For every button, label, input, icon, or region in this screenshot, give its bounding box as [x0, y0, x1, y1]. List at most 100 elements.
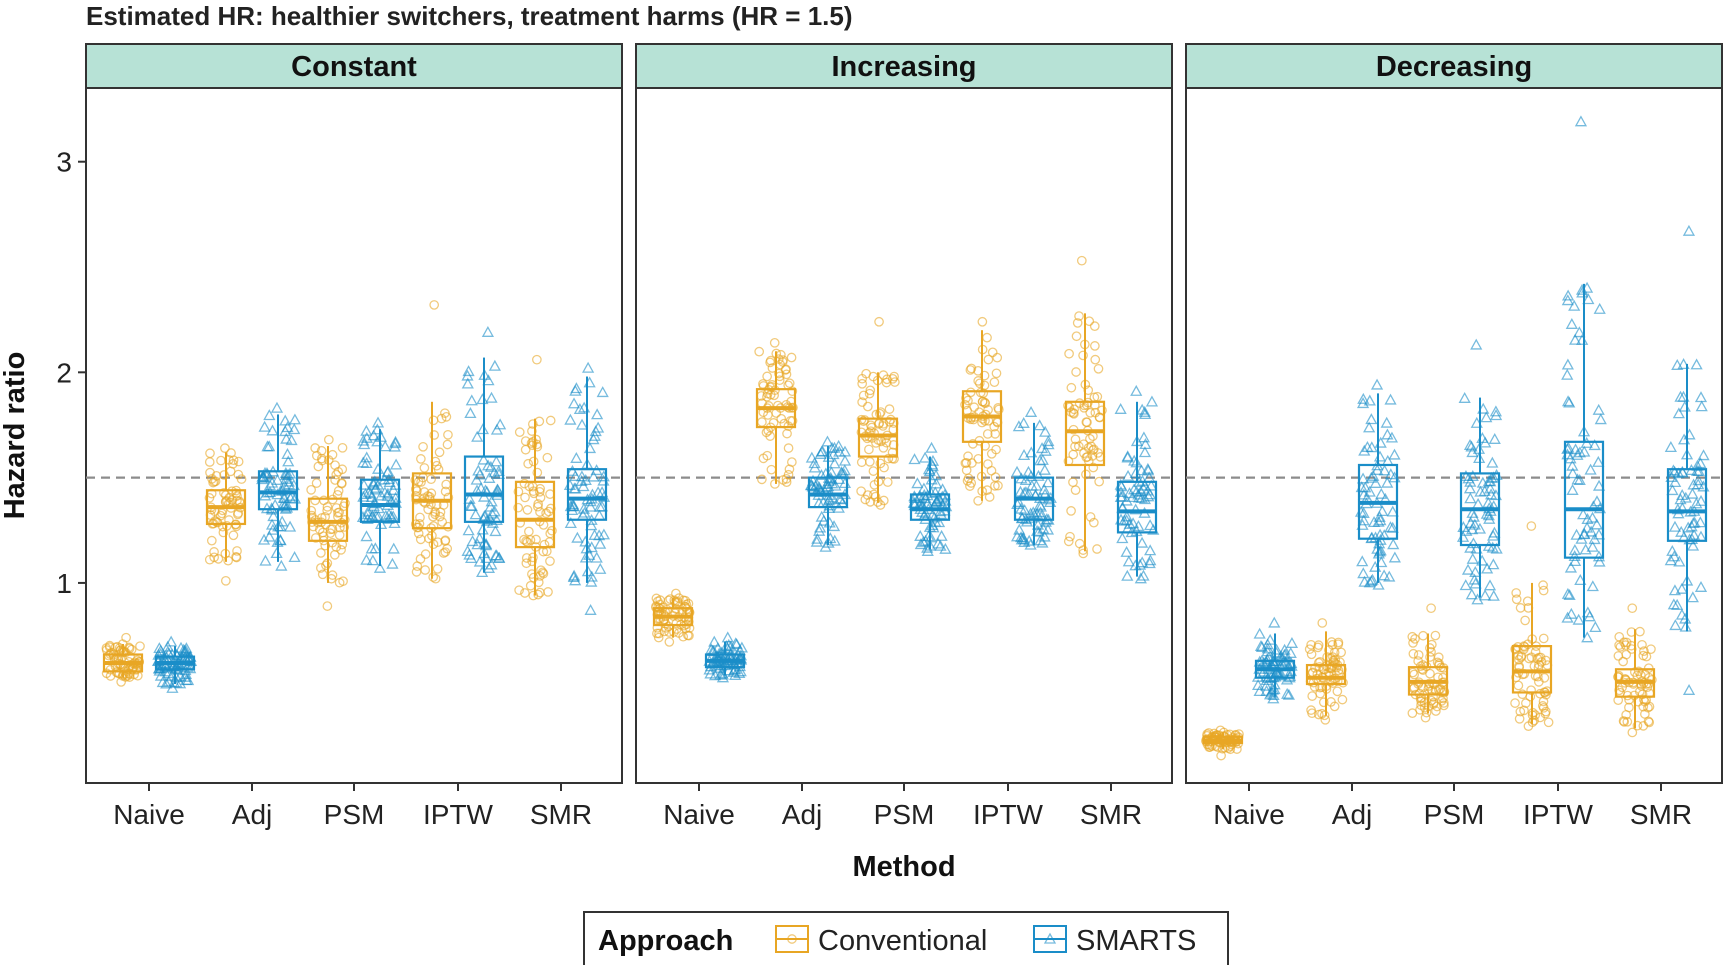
box-smarts-adj — [1354, 378, 1401, 590]
data-point — [882, 477, 893, 487]
data-point — [263, 479, 277, 491]
data-point — [1673, 555, 1686, 567]
data-point — [389, 435, 402, 447]
data-point — [1143, 557, 1156, 569]
data-point — [1466, 506, 1479, 518]
data-point — [591, 408, 604, 420]
data-point — [1582, 293, 1595, 305]
data-point — [1577, 508, 1590, 520]
data-point — [857, 378, 868, 389]
data-point — [483, 471, 496, 483]
data-point — [1039, 444, 1052, 456]
data-point — [258, 420, 271, 432]
data-point — [918, 451, 932, 463]
data-point — [1121, 450, 1134, 462]
data-point — [774, 368, 784, 379]
data-point — [914, 529, 927, 541]
data-point — [825, 473, 838, 485]
data-point — [1481, 562, 1494, 574]
data-point — [828, 534, 841, 546]
data-point — [1573, 326, 1586, 338]
data-point — [282, 455, 295, 467]
data-point — [1592, 403, 1605, 415]
data-point — [1561, 395, 1575, 407]
data-point — [671, 588, 681, 599]
data-point — [358, 438, 371, 450]
data-point — [162, 675, 175, 687]
data-point — [219, 487, 229, 498]
data-point — [1386, 521, 1399, 533]
data-point — [1565, 317, 1578, 329]
data-point — [1257, 665, 1270, 677]
data-point — [410, 475, 421, 485]
data-point — [179, 668, 193, 680]
data-point — [963, 451, 973, 462]
data-point — [1694, 516, 1707, 528]
box-smarts-naive — [1251, 616, 1299, 704]
data-point — [543, 587, 553, 597]
data-point — [1511, 594, 1522, 605]
data-point — [571, 531, 584, 543]
data-point — [993, 404, 1004, 415]
data-point — [443, 429, 453, 440]
data-point — [461, 544, 474, 556]
data-point — [464, 407, 477, 419]
data-point — [1593, 302, 1606, 314]
data-point — [489, 525, 502, 537]
data-point — [1682, 224, 1696, 236]
data-point — [1216, 750, 1226, 761]
data-point — [1468, 573, 1481, 585]
data-point — [1042, 438, 1055, 450]
data-point — [160, 677, 173, 689]
data-point — [1139, 438, 1152, 450]
data-point — [1010, 465, 1024, 477]
data-point — [861, 368, 871, 379]
data-point — [1127, 483, 1141, 495]
data-point — [1337, 694, 1348, 705]
data-point — [1580, 521, 1594, 533]
data-point — [281, 468, 295, 480]
data-point — [1039, 425, 1052, 437]
data-point — [1535, 688, 1545, 699]
data-point — [1093, 363, 1104, 374]
data-point — [513, 486, 524, 497]
data-point — [528, 456, 539, 467]
data-point — [1138, 446, 1152, 458]
data-point — [1641, 651, 1652, 662]
data-point — [1568, 543, 1581, 555]
data-point — [1388, 448, 1401, 460]
data-point — [267, 510, 280, 522]
data-point — [1482, 509, 1495, 521]
box-body — [1511, 645, 1553, 694]
data-point — [438, 548, 449, 558]
data-point — [1012, 420, 1025, 432]
box-smarts-iptw — [1010, 405, 1057, 550]
data-point — [1034, 506, 1047, 518]
data-point — [1458, 391, 1471, 403]
data-point — [1373, 510, 1386, 522]
data-point — [1538, 633, 1549, 644]
data-point — [1332, 686, 1343, 697]
data-point — [828, 457, 841, 469]
data-point — [865, 497, 876, 507]
data-point — [984, 492, 995, 502]
data-point — [542, 452, 553, 463]
data-point — [1436, 687, 1447, 697]
data-point — [159, 665, 172, 677]
facet-panel-increasing: Increasing Naive Adj PSM IPTW SMR — [635, 43, 1173, 830]
data-point — [1365, 441, 1378, 453]
data-point — [330, 460, 340, 471]
data-point — [1511, 588, 1522, 598]
data-point — [440, 486, 451, 497]
box-body — [307, 497, 349, 542]
data-point — [217, 508, 227, 519]
data-point — [935, 529, 948, 541]
data-point — [1686, 591, 1699, 603]
data-point — [593, 509, 606, 521]
data-point — [1267, 689, 1280, 701]
data-point — [1318, 697, 1329, 708]
data-point — [982, 429, 993, 439]
data-point — [1517, 689, 1528, 700]
data-point — [524, 526, 534, 537]
data-point — [1284, 646, 1297, 658]
